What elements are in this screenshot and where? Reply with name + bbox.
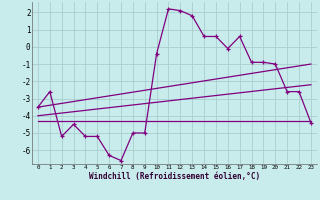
X-axis label: Windchill (Refroidissement éolien,°C): Windchill (Refroidissement éolien,°C) [89, 172, 260, 181]
